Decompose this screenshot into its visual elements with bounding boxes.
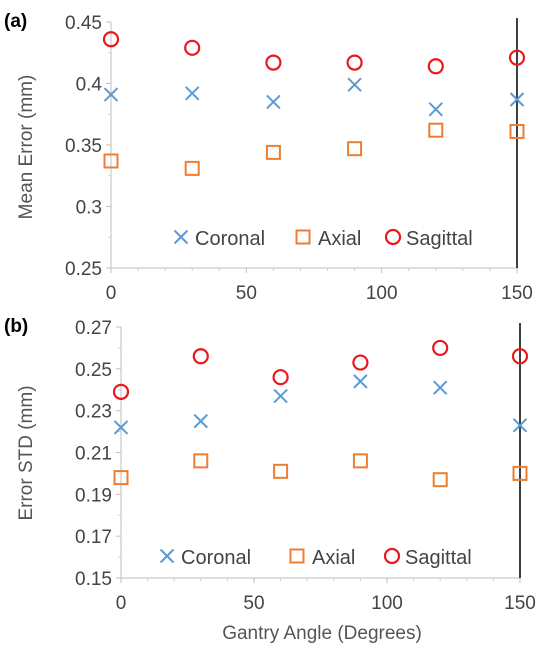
legend-coronal-marker xyxy=(159,548,175,564)
legend-marker-shape xyxy=(295,229,311,245)
data-point-sagittal xyxy=(112,383,130,400)
data-point-sagittal xyxy=(192,348,209,365)
x-tick-label: 0 xyxy=(116,593,127,614)
legend-coronal-marker xyxy=(173,229,189,245)
x-tick-label: 100 xyxy=(366,283,398,304)
legend-marker-shape xyxy=(384,228,402,246)
y-tick-label: 0.15 xyxy=(75,569,112,590)
data-point-axial xyxy=(184,160,200,176)
data-point-coronal xyxy=(432,380,448,395)
data-point-sagittal xyxy=(508,49,526,66)
data-point-axial xyxy=(193,453,209,469)
data-point-coronal xyxy=(103,87,119,102)
legend-coronal-label: Coronal xyxy=(195,228,265,250)
y-tick-label: 0.21 xyxy=(75,444,112,465)
legend-sagittal-marker xyxy=(384,228,402,246)
y-tick-label: 0.25 xyxy=(75,360,112,381)
data-point-axial xyxy=(103,153,119,169)
panel-a: (a) Mean Error (mm) 0.25 0.3 0.35 0.4 0.45 0… xyxy=(4,11,533,304)
panel-b-axes xyxy=(120,323,521,579)
legend-marker-shape xyxy=(173,229,189,245)
panel-b-x-axis-label: Gantry Angle (Degrees) xyxy=(222,623,422,644)
y-tick-label: 0.23 xyxy=(75,402,112,423)
legend-coronal-label: Coronal xyxy=(181,547,251,569)
panel-a-axes xyxy=(110,18,518,269)
x-tick-label: 100 xyxy=(371,593,403,614)
data-point-axial xyxy=(509,123,525,139)
data-point-sagittal xyxy=(427,58,444,75)
data-point-coronal xyxy=(266,94,281,110)
y-tick-label: 0.45 xyxy=(65,13,102,34)
y-tick-label: 0.35 xyxy=(65,136,102,157)
x-tick-label: 50 xyxy=(236,283,257,304)
panel-b-x-ticks: 0 50 100 150 xyxy=(116,578,536,614)
data-point-coronal xyxy=(353,374,368,389)
data-point-coronal xyxy=(512,418,528,433)
panel-b: (b) Error STD (mm) Gantry Angle (Degrees… xyxy=(4,316,536,644)
legend-marker-shape xyxy=(159,548,175,564)
panel-b-legend: Coronal Axial Sagittal xyxy=(159,547,472,569)
panel-b-data-points xyxy=(112,339,529,488)
data-point-coronal xyxy=(184,86,200,101)
x-tick-label: 0 xyxy=(106,283,117,304)
legend-axial-label: Axial xyxy=(318,228,361,250)
data-point-sagittal xyxy=(265,54,282,71)
panel-a-y-axis-label: Mean Error (mm) xyxy=(16,75,37,220)
panel-a-legend: Coronal Axial Sagittal xyxy=(173,228,473,250)
data-point-coronal xyxy=(273,388,288,404)
panel-a-label: (a) xyxy=(4,11,27,32)
y-tick-label: 0.17 xyxy=(75,527,112,548)
y-tick-label: 0.4 xyxy=(76,75,103,96)
legend-marker-shape xyxy=(289,548,305,564)
x-tick-label: 150 xyxy=(501,283,533,304)
data-point-sagittal xyxy=(272,369,289,386)
data-point-coronal xyxy=(347,77,362,92)
data-point-coronal xyxy=(509,92,525,107)
data-point-axial xyxy=(265,144,281,160)
y-tick-label: 0.27 xyxy=(75,318,112,339)
data-point-axial xyxy=(352,453,368,469)
legend-axial-marker xyxy=(289,548,305,564)
data-point-axial xyxy=(428,122,444,138)
legend-marker-shape xyxy=(383,547,401,565)
panel-a-data-points xyxy=(102,31,526,176)
data-point-sagittal xyxy=(102,31,120,48)
data-point-coronal xyxy=(193,413,209,429)
legend-sagittal-marker xyxy=(383,547,401,565)
data-point-sagittal xyxy=(346,54,363,71)
legend-axial-label: Axial xyxy=(312,547,355,569)
data-point-axial xyxy=(113,470,129,486)
panel-a-y-ticks: 0.25 0.3 0.35 0.4 0.45 xyxy=(65,13,111,280)
data-point-sagittal xyxy=(352,354,369,371)
y-tick-label: 0.3 xyxy=(76,198,102,219)
data-point-sagittal xyxy=(511,348,529,365)
data-point-axial xyxy=(432,472,448,488)
y-tick-label: 0.19 xyxy=(75,485,112,506)
legend-axial-marker xyxy=(295,229,311,245)
legend-sagittal-label: Sagittal xyxy=(405,547,472,569)
legend-sagittal-label: Sagittal xyxy=(406,228,473,250)
data-point-axial xyxy=(273,463,289,479)
panel-a-x-ticks: 0 50 100 150 xyxy=(106,268,533,304)
y-tick-label: 0.25 xyxy=(65,259,102,280)
x-tick-label: 150 xyxy=(504,593,536,614)
data-point-sagittal xyxy=(432,339,449,357)
data-point-axial xyxy=(347,141,363,157)
data-point-coronal xyxy=(428,102,444,117)
x-tick-label: 50 xyxy=(243,593,264,614)
data-point-coronal xyxy=(113,420,129,435)
panel-b-label: (b) xyxy=(4,316,28,337)
panel-b-y-axis-label: Error STD (mm) xyxy=(16,385,37,520)
data-point-axial xyxy=(512,465,528,481)
panel-b-y-ticks: 0.15 0.17 0.19 0.21 0.23 0.25 0.27 xyxy=(75,318,121,590)
data-point-sagittal xyxy=(184,39,201,56)
